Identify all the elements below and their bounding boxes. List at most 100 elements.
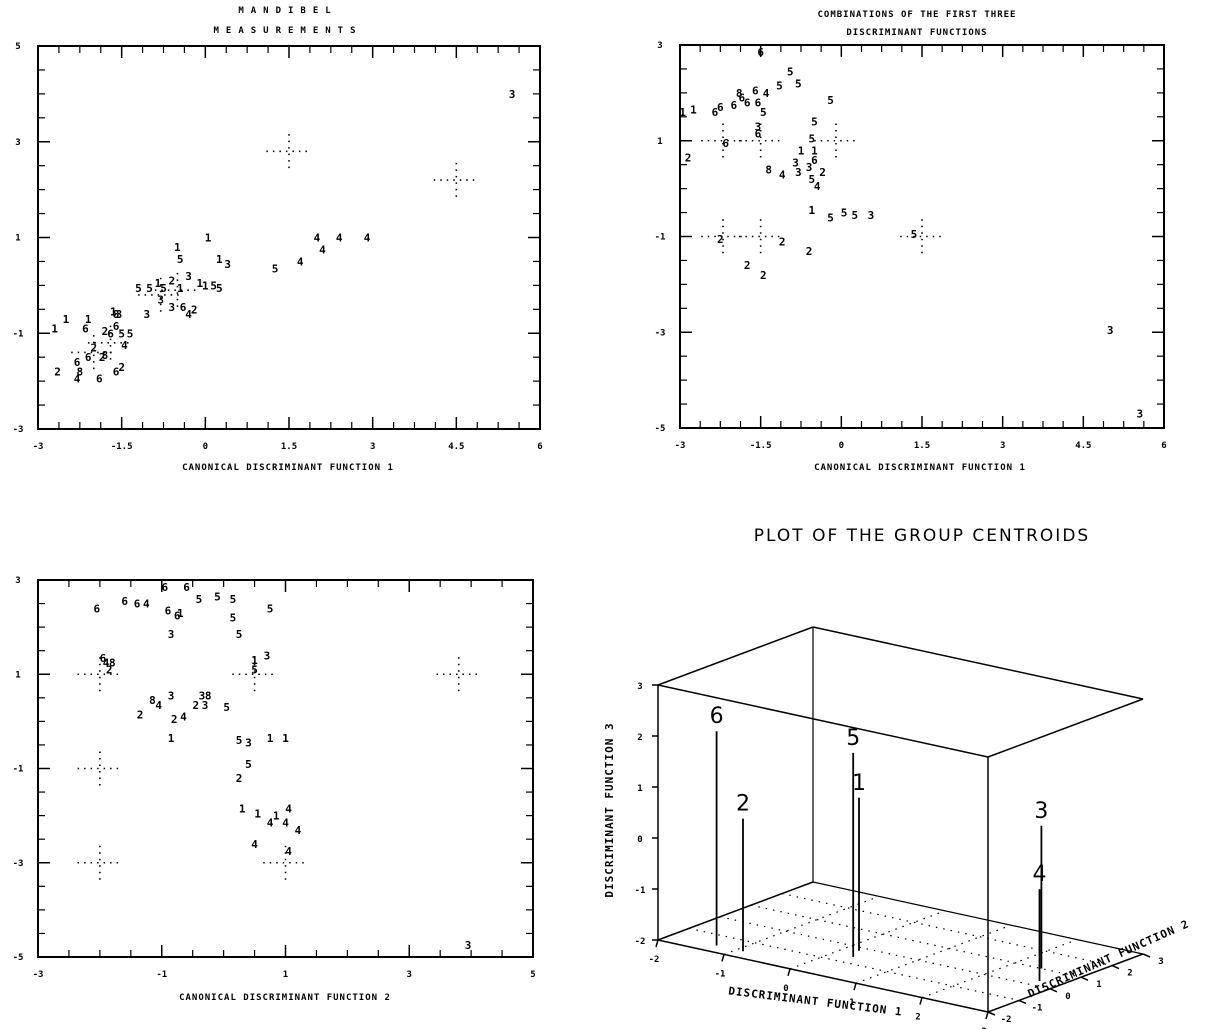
point-group-5: 5: [216, 282, 223, 295]
x3d-tick-label: 2: [915, 1013, 920, 1023]
point-group-1: 1: [251, 654, 258, 667]
point-group-1: 1: [254, 807, 261, 820]
point-group-5: 5: [851, 209, 858, 222]
y3d-tick: [1049, 988, 1058, 993]
point-group-1: 1: [267, 732, 274, 745]
point-group-5: 5: [118, 327, 125, 340]
y-tick-label: -1: [655, 233, 666, 243]
p4-zlabel: DISCRIMINANT FUNCTION 3: [603, 722, 616, 897]
point-group-6: 6: [730, 99, 737, 112]
point-group-3: 3: [264, 649, 271, 662]
point-group-5: 5: [236, 628, 243, 641]
point-group-3: 3: [795, 166, 802, 179]
p3-xlabel: CANONICAL DISCRIMINANT FUNCTION 2: [179, 993, 391, 1003]
x3d-tick: [721, 954, 725, 962]
point-group-4: 4: [143, 598, 150, 611]
point-group-6: 6: [96, 373, 103, 386]
point-group-1: 1: [202, 279, 209, 292]
x-tick-label: 5: [530, 970, 535, 980]
point-group-5: 5: [223, 701, 230, 714]
point-group-6: 6: [93, 602, 100, 615]
point-group-1: 1: [690, 104, 697, 117]
box-top-front: [657, 684, 989, 758]
point-group-6: 6: [74, 356, 81, 369]
point-group-5: 5: [230, 612, 237, 625]
point-group-3: 3: [245, 737, 252, 750]
point-group-4: 4: [779, 168, 786, 181]
p1-title-line2: MEASUREMENTS: [213, 26, 362, 36]
point-group-3: 3: [755, 120, 762, 133]
point-group-3: 3: [224, 258, 231, 271]
z-tick-label: 1: [637, 784, 642, 794]
y3d-tick-label: -1: [1032, 1003, 1043, 1013]
point-group-1: 1: [196, 277, 203, 290]
point-group-8: 8: [77, 366, 84, 379]
point-group-4: 4: [103, 656, 110, 669]
point-group-2: 2: [236, 772, 243, 785]
point-group-5: 5: [787, 65, 794, 78]
y-tick-label: -3: [655, 328, 666, 338]
point-group-4: 4: [267, 817, 274, 830]
point-group-4: 4: [314, 232, 321, 245]
point-group-2: 2: [171, 713, 178, 726]
point-group-3: 3: [143, 308, 150, 321]
point-group-1: 1: [63, 313, 70, 326]
p2-title-line2: DISCRIMINANT FUNCTIONS: [846, 28, 987, 38]
floor-grid-line-y: [750, 904, 1082, 978]
y3d-tick-label: 2: [1127, 969, 1132, 979]
point-group-6: 6: [757, 46, 764, 59]
point-group-6: 6: [722, 137, 729, 150]
point-group-2: 2: [118, 361, 125, 374]
y-tick-label: -3: [13, 859, 24, 869]
point-group-1: 1: [808, 204, 815, 217]
plot-mandibel-measurements: MANDIBEL MEASUREMENTS -3 -1.5 0 1.5 3 4.5 6 -3 -…: [13, 6, 543, 473]
point-group-3: 3: [169, 301, 176, 314]
point-group-6: 6: [165, 605, 172, 618]
y-tick-label: -5: [655, 424, 666, 434]
point-group-6: 6: [811, 154, 818, 167]
point-group-3: 3: [1136, 408, 1143, 421]
point-group-1: 1: [155, 277, 162, 290]
y-tick-label: -3: [13, 425, 24, 435]
box-floor-right: [987, 953, 1144, 1013]
z-tick-label: 0: [637, 835, 642, 845]
point-group-2: 2: [685, 152, 692, 165]
p3-ticks: [37, 579, 534, 958]
point-group-3: 3: [1107, 324, 1114, 337]
point-group-4: 4: [251, 838, 258, 851]
centroid-label-4: 4: [1033, 862, 1047, 887]
point-group-6: 6: [85, 351, 92, 364]
point-group-1: 1: [679, 106, 686, 119]
x-tick-label: -3: [33, 442, 44, 452]
p4-floor-grid: [688, 893, 1113, 1001]
x-tick-label: -3: [33, 970, 44, 980]
point-group-6: 6: [755, 96, 762, 109]
point-group-5: 5: [236, 734, 243, 747]
box-floor-front: [657, 939, 989, 1013]
point-group-8: 8: [109, 656, 116, 669]
x3d-tick-label: 3: [981, 1027, 986, 1029]
point-group-1: 1: [51, 322, 58, 335]
point-group-6: 6: [752, 84, 759, 97]
point-group-8: 8: [765, 163, 772, 176]
point-group-2: 2: [137, 708, 144, 721]
x3d-tick-label: 1: [849, 998, 854, 1008]
point-group-4: 4: [285, 803, 292, 816]
box-top-right: [987, 698, 1144, 758]
z-tick-label: -2: [635, 937, 646, 947]
p4-title: PLOT OF THE GROUP CENTROIDS: [754, 526, 1090, 546]
p4-centroid-stems: 6 2 1 5 3 4: [710, 704, 1048, 981]
p2-tick-labels: -3 -1.5 0 1.5 3 4.5 6-5-3-113: [655, 41, 1167, 451]
p4-tick-labels: -2 -1 0 1 2 3 -2 -1 0 1 2 3 -2 -1 0 1 2 3: [635, 682, 1164, 1029]
point-group-6: 6: [755, 128, 762, 141]
centroid-label-5: 5: [846, 726, 860, 751]
p3-centroid-markers: [77, 657, 482, 880]
point-group-5: 5: [827, 94, 834, 107]
x3d-tick: [787, 968, 791, 977]
box-top-back: [812, 626, 1144, 700]
point-group-5: 5: [811, 116, 818, 129]
y3d-tick: [1018, 999, 1027, 1005]
